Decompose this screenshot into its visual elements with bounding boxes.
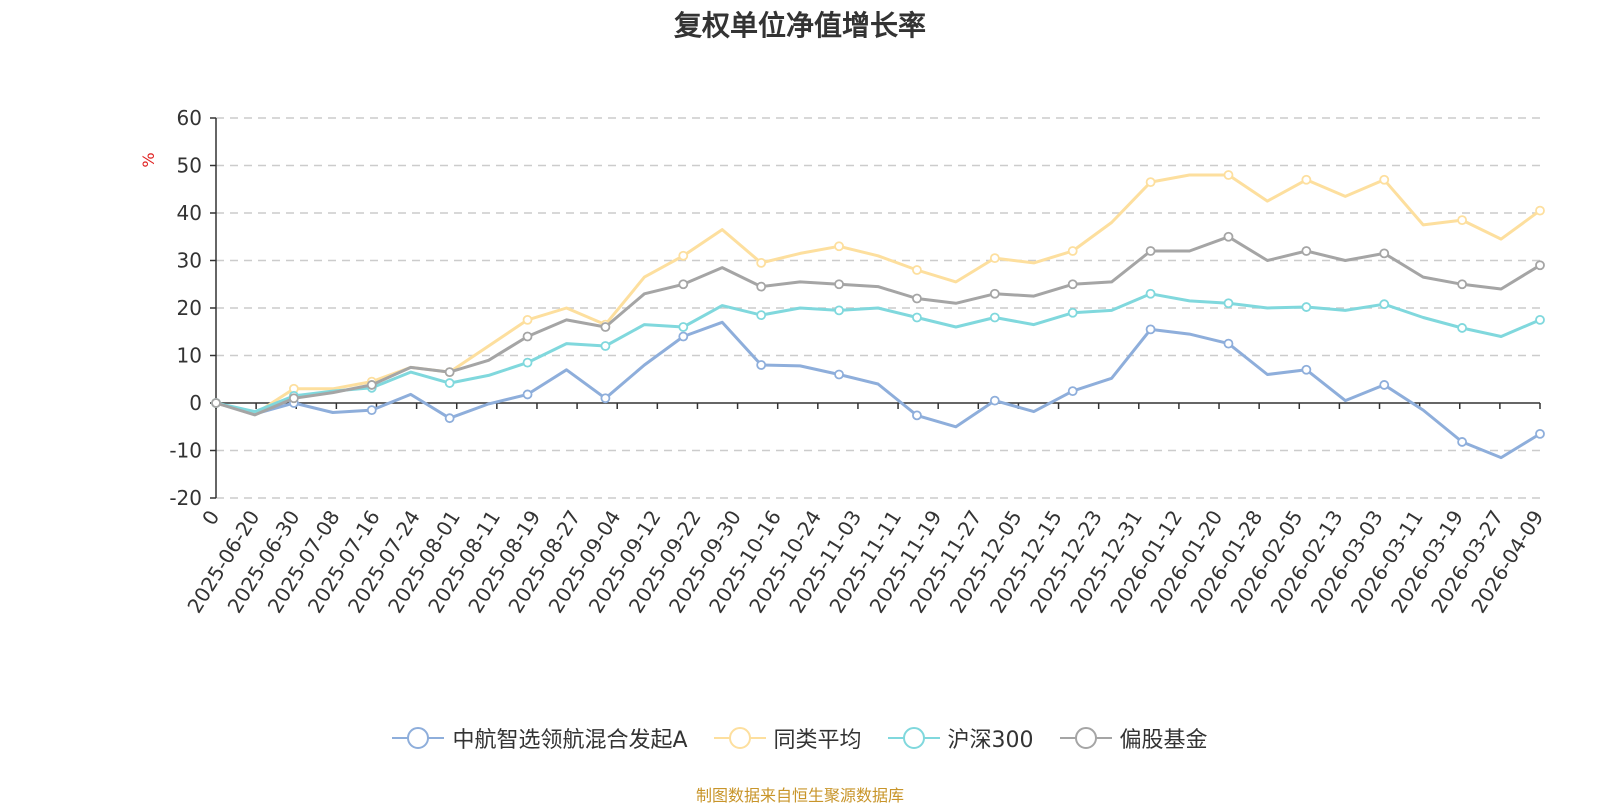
data-point[interactable]: [678, 322, 689, 332]
data-point[interactable]: [1379, 174, 1390, 185]
legend-marker-csi300-icon: [887, 727, 940, 749]
data-point[interactable]: [600, 393, 611, 404]
series-line-3: [215, 235, 1541, 417]
data-point[interactable]: [1301, 246, 1312, 256]
data-point[interactable]: [1223, 231, 1234, 242]
data-point[interactable]: [1457, 437, 1468, 447]
legend-item-equity-funds[interactable]: 偏股基金: [1059, 722, 1208, 754]
data-point[interactable]: [1379, 380, 1390, 390]
data-point[interactable]: [1067, 279, 1078, 290]
data-point[interactable]: [678, 250, 689, 261]
data-point[interactable]: [1535, 314, 1545, 325]
y-tick-label: 30: [177, 249, 202, 273]
data-point[interactable]: [444, 367, 455, 378]
data-point[interactable]: [834, 369, 844, 380]
y-tick-label: -10: [169, 439, 202, 463]
data-point[interactable]: [600, 322, 611, 332]
data-point[interactable]: [1457, 323, 1468, 333]
data-point[interactable]: [912, 312, 922, 323]
y-tick-label: 0: [189, 391, 202, 415]
series-line-2: [215, 292, 1541, 414]
data-point[interactable]: [1223, 170, 1234, 180]
data-point[interactable]: [522, 357, 533, 368]
data-point[interactable]: [1457, 215, 1468, 226]
data-point[interactable]: [1145, 177, 1156, 188]
data-point[interactable]: [756, 257, 767, 268]
data-point[interactable]: [444, 378, 455, 388]
legend-item-fund[interactable]: 中航智选领航混合发起A: [392, 722, 688, 754]
data-point[interactable]: [1067, 246, 1078, 256]
y-tick-label: 40: [177, 201, 202, 225]
data-point[interactable]: [1301, 174, 1312, 185]
data-point[interactable]: [989, 395, 1000, 406]
data-point[interactable]: [1223, 338, 1234, 349]
data-point[interactable]: [1145, 288, 1156, 299]
data-point[interactable]: [989, 312, 1000, 323]
legend: 中航智选领航混合发起A 同类平均 沪深300 偏股基金: [0, 722, 1600, 754]
data-point[interactable]: [522, 389, 533, 400]
y-tick-label: 60: [177, 106, 202, 130]
legend-marker-fund-icon: [392, 727, 445, 749]
data-point[interactable]: [756, 360, 767, 370]
legend-marker-peer-average-icon: [713, 727, 766, 749]
data-point[interactable]: [1301, 364, 1312, 375]
data-point[interactable]: [834, 305, 844, 316]
legend-label-fund: 中航智选领航混合发起A: [452, 728, 688, 753]
data-point[interactable]: [211, 398, 221, 408]
data-point[interactable]: [366, 405, 377, 416]
data-point[interactable]: [1067, 307, 1078, 318]
data-point[interactable]: [1457, 279, 1468, 290]
axis-layer: -20-10010203040506002025-06-202025-06-30…: [169, 106, 1548, 617]
legend-label-equity-funds: 偏股基金: [1119, 728, 1208, 753]
data-point[interactable]: [522, 331, 533, 342]
data-point[interactable]: [678, 279, 689, 290]
data-point[interactable]: [1379, 299, 1390, 310]
series-line-0: [215, 320, 1541, 460]
y-tick-label: 10: [177, 344, 202, 368]
data-point[interactable]: [1535, 428, 1545, 439]
data-point[interactable]: [834, 279, 844, 290]
legend-label-csi300: 沪深300: [947, 728, 1034, 753]
series-line-1: [215, 173, 1541, 416]
y-tick-label: -20: [169, 486, 202, 510]
data-point[interactable]: [444, 413, 455, 424]
y-tick-label: 20: [177, 296, 202, 320]
legend-item-csi300[interactable]: 沪深300: [887, 722, 1034, 754]
legend-marker-equity-funds-icon: [1059, 727, 1112, 749]
x-tick-label: 0: [197, 506, 224, 530]
y-tick-label: 50: [177, 154, 202, 178]
data-point[interactable]: [600, 341, 611, 351]
data-point[interactable]: [989, 253, 1000, 264]
y-axis-unit-label: %: [139, 152, 158, 167]
source-footer: 制图数据来自恒生聚源数据库: [695, 786, 904, 805]
data-point[interactable]: [522, 314, 533, 325]
data-point[interactable]: [1379, 248, 1390, 259]
data-point[interactable]: [989, 288, 1000, 299]
legend-item-peer-average[interactable]: 同类平均: [713, 722, 862, 754]
data-point[interactable]: [1145, 324, 1156, 335]
data-point[interactable]: [756, 310, 767, 321]
data-point[interactable]: [912, 265, 922, 275]
data-point[interactable]: [834, 241, 844, 252]
data-point[interactable]: [912, 410, 922, 421]
data-point[interactable]: [366, 380, 377, 390]
data-point[interactable]: [1145, 246, 1156, 256]
data-point[interactable]: [1301, 302, 1312, 312]
data-point[interactable]: [288, 393, 299, 404]
data-point[interactable]: [756, 281, 767, 292]
data-point[interactable]: [1535, 205, 1545, 216]
legend-label-peer-average: 同类平均: [773, 728, 862, 753]
data-point[interactable]: [1067, 386, 1078, 397]
data-point[interactable]: [1535, 260, 1545, 271]
data-point[interactable]: [912, 293, 922, 304]
data-point[interactable]: [1223, 298, 1234, 309]
series-layer: [211, 170, 1545, 460]
chart-title: 复权单位净值增长率: [673, 9, 926, 42]
data-point[interactable]: [678, 331, 689, 342]
